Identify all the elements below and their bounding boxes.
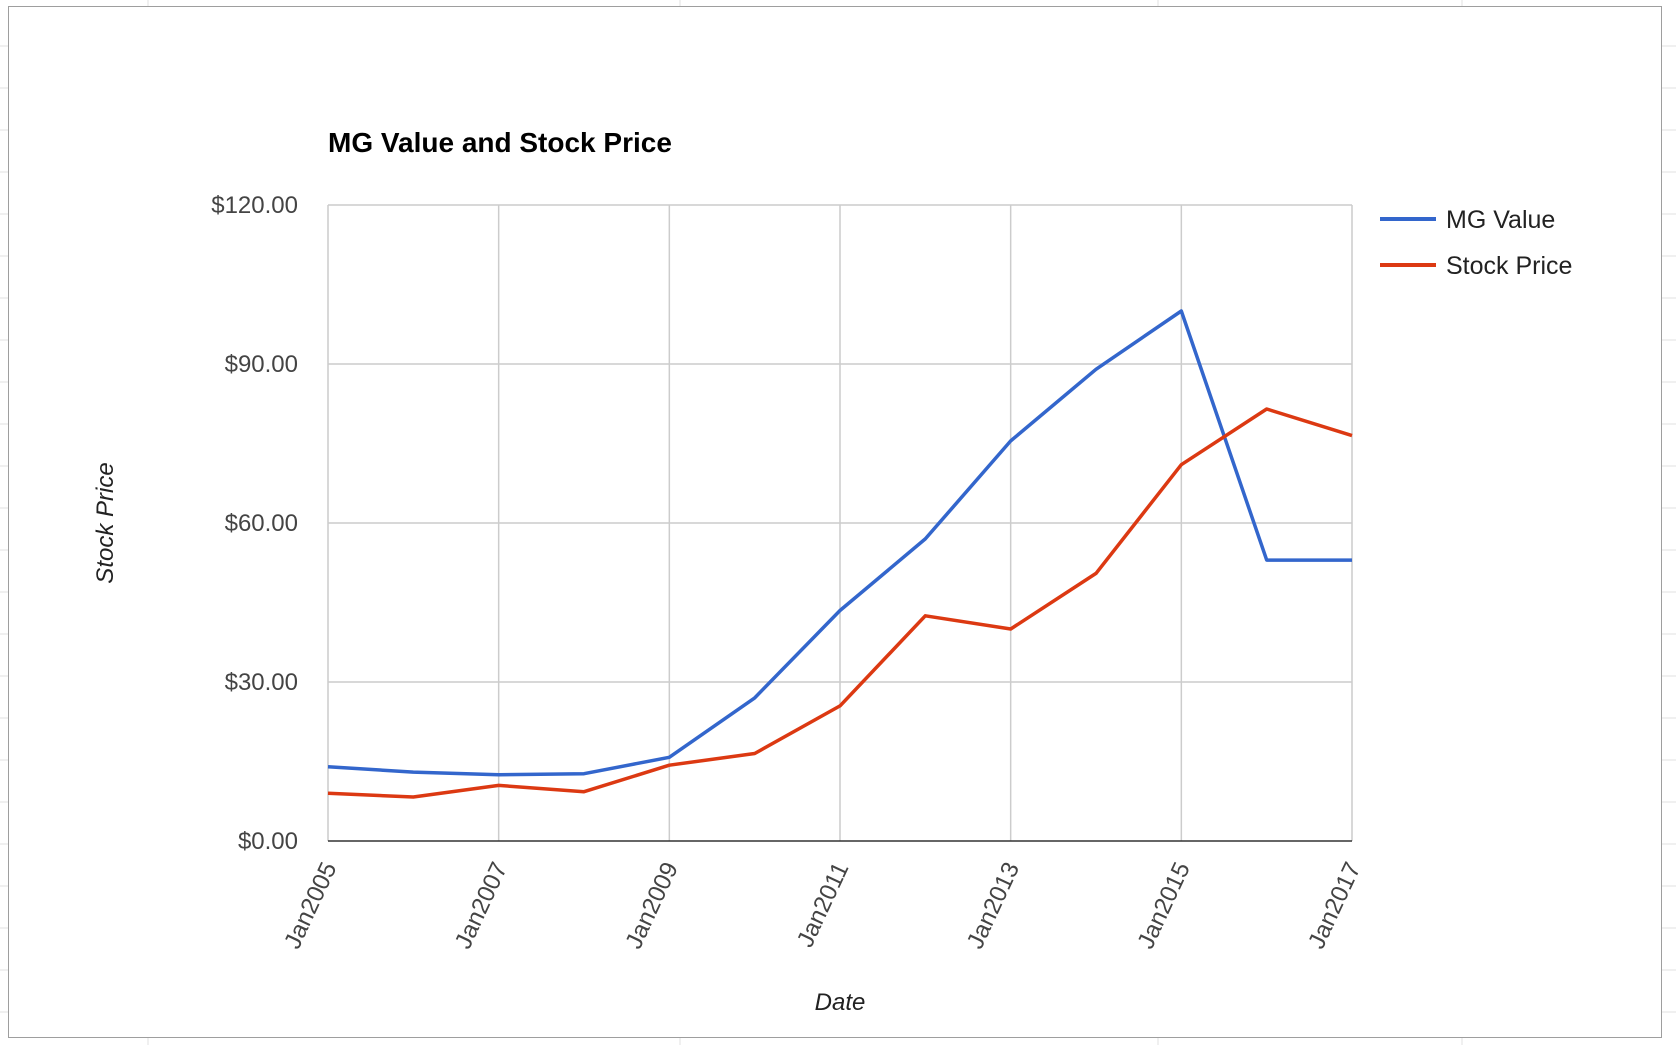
series-lines [327, 309, 1353, 799]
chart-title: MG Value and Stock Price [328, 127, 672, 158]
x-tick-label: Jan2007 [450, 858, 513, 953]
legend: MG Value Stock Price [1380, 206, 1572, 280]
x-tick-label: Jan2011 [792, 858, 855, 951]
x-tick-label: Jan2015 [1132, 858, 1195, 953]
chart-container[interactable] [8, 6, 1662, 1038]
legend-label[interactable]: MG Value [1446, 206, 1555, 234]
y-tick-label: $90.00 [225, 351, 298, 378]
y-axis-ticks: $0.00 $30.00 $60.00 $90.00 $120.00 [211, 192, 298, 855]
y-tick-label: $0.00 [238, 828, 298, 855]
y-axis-title: Stock Price [92, 462, 119, 583]
x-tick-label: Jan2005 [279, 858, 342, 953]
legend-label[interactable]: Stock Price [1446, 252, 1572, 280]
x-tick-label: Jan2009 [620, 858, 683, 953]
x-axis-ticks: Jan2005 Jan2007 Jan2009 Jan2011 Jan2013 Jan20… [279, 858, 1366, 953]
gridlines [327, 204, 1353, 841]
x-tick-label: Jan2013 [962, 858, 1025, 953]
series-line[interactable] [327, 309, 1352, 777]
y-tick-label: $120.00 [211, 192, 298, 219]
series-line[interactable] [327, 407, 1353, 799]
x-axis-title: Date [815, 989, 866, 1016]
x-tick-label: Jan2017 [1303, 858, 1366, 953]
y-tick-label: $60.00 [225, 510, 298, 537]
y-tick-label: $30.00 [225, 669, 298, 696]
